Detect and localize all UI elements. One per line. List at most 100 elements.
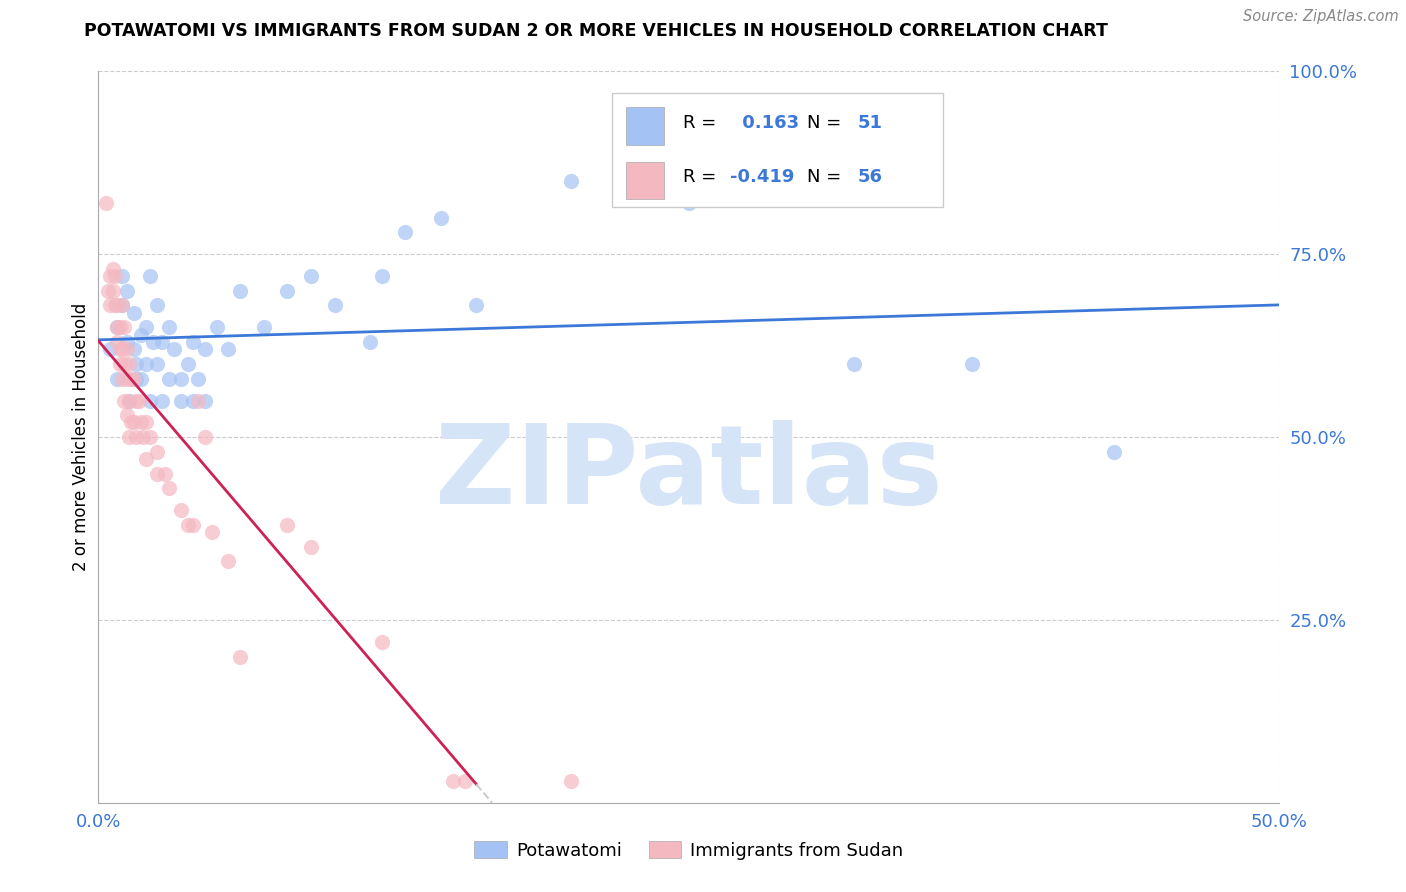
Point: [194, 393, 217, 408]
Point: [181, 334, 204, 349]
Point: [111, 298, 134, 312]
Point: [115, 284, 138, 298]
Point: [129, 371, 152, 385]
Point: [253, 320, 276, 334]
Point: [115, 408, 138, 422]
Point: [170, 393, 193, 408]
Point: [105, 298, 128, 312]
Point: [146, 444, 169, 458]
Point: [108, 343, 131, 357]
Legend: Potawatomi, Immigrants from Sudan: Potawatomi, Immigrants from Sudan: [474, 841, 904, 860]
Point: [125, 430, 148, 444]
Point: [105, 371, 128, 385]
Point: [135, 320, 157, 334]
Point: [299, 540, 322, 554]
Point: [105, 320, 128, 334]
Point: [115, 343, 138, 357]
FancyBboxPatch shape: [612, 94, 943, 207]
Text: ZIPatlas: ZIPatlas: [434, 420, 943, 527]
Point: [371, 635, 394, 649]
Point: [97, 284, 120, 298]
Point: [105, 334, 128, 349]
Point: [181, 517, 204, 532]
Point: [118, 393, 141, 408]
Point: [122, 371, 145, 385]
Point: [108, 357, 131, 371]
Point: [135, 452, 157, 467]
Point: [229, 284, 252, 298]
Point: [115, 334, 138, 349]
Text: N =: N =: [807, 169, 846, 186]
Point: [122, 306, 145, 320]
Point: [205, 320, 228, 334]
Point: [111, 269, 134, 284]
Point: [132, 430, 155, 444]
Point: [177, 357, 200, 371]
Point: [104, 298, 127, 312]
Point: [135, 416, 157, 430]
Point: [118, 430, 141, 444]
Text: 51: 51: [858, 113, 883, 131]
Point: [125, 357, 148, 371]
Point: [453, 773, 475, 788]
Point: [844, 357, 866, 371]
Point: [323, 298, 346, 312]
Point: [371, 269, 394, 284]
Point: [108, 320, 131, 334]
Point: [111, 343, 134, 357]
Point: [115, 371, 138, 385]
Point: [142, 334, 165, 349]
Point: [98, 298, 121, 312]
Point: [129, 416, 152, 430]
Point: [112, 320, 135, 334]
Text: R =: R =: [683, 169, 723, 186]
Point: [112, 357, 135, 371]
Point: [150, 393, 173, 408]
Point: [187, 371, 209, 385]
Point: [194, 343, 217, 357]
Point: [217, 343, 239, 357]
Text: R =: R =: [683, 113, 723, 131]
Point: [441, 773, 464, 788]
Text: Source: ZipAtlas.com: Source: ZipAtlas.com: [1243, 9, 1399, 24]
Point: [121, 416, 143, 430]
Point: [217, 554, 239, 568]
Point: [112, 393, 135, 408]
Point: [98, 343, 121, 357]
Point: [177, 517, 200, 532]
Point: [229, 649, 252, 664]
Point: [125, 371, 148, 385]
Point: [181, 393, 204, 408]
Point: [1102, 444, 1125, 458]
Point: [157, 371, 180, 385]
Point: [98, 269, 121, 284]
Point: [170, 371, 193, 385]
FancyBboxPatch shape: [626, 162, 664, 200]
Point: [678, 196, 700, 211]
Point: [101, 284, 124, 298]
Point: [163, 343, 186, 357]
Point: [146, 357, 169, 371]
Text: N =: N =: [807, 113, 846, 131]
Text: 56: 56: [858, 169, 883, 186]
Point: [139, 269, 162, 284]
Point: [465, 298, 488, 312]
Point: [121, 371, 143, 385]
Point: [118, 393, 141, 408]
Point: [560, 773, 582, 788]
Y-axis label: 2 or more Vehicles in Household: 2 or more Vehicles in Household: [72, 303, 90, 571]
Point: [122, 416, 145, 430]
Point: [139, 430, 162, 444]
Point: [135, 357, 157, 371]
FancyBboxPatch shape: [626, 107, 664, 145]
Point: [111, 298, 134, 312]
Point: [394, 225, 416, 239]
Point: [187, 393, 209, 408]
Point: [122, 343, 145, 357]
Point: [276, 284, 298, 298]
Point: [150, 334, 173, 349]
Point: [128, 393, 150, 408]
Point: [194, 430, 217, 444]
Point: [430, 211, 453, 225]
Point: [105, 320, 128, 334]
